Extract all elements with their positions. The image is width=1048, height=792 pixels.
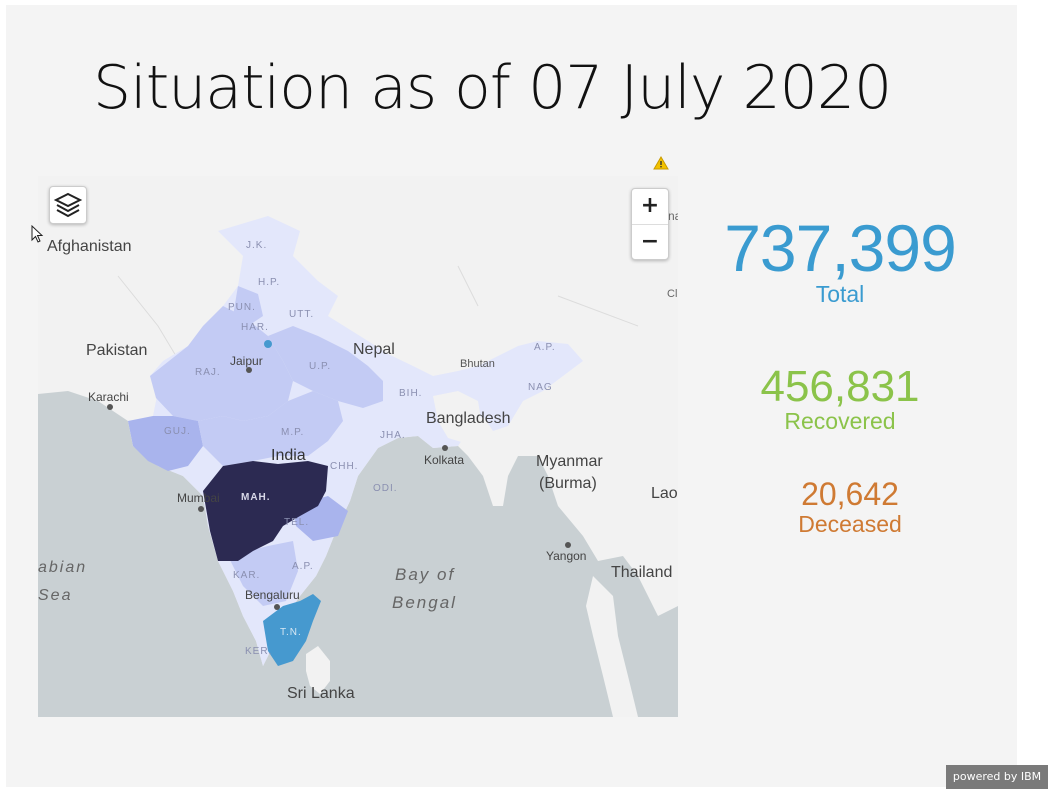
label-city: Yangon — [546, 549, 587, 563]
warning-icon — [653, 156, 669, 170]
label-country: na — [668, 209, 678, 223]
label-water: abian — [38, 559, 88, 576]
label-state: JHA. — [380, 430, 406, 441]
label-country: Bhutan — [460, 358, 495, 370]
label-country: Bangladesh — [426, 410, 511, 427]
land-sri-lanka — [306, 646, 330, 694]
label-state: KER. — [245, 646, 273, 657]
total-cases-label: Total — [815, 281, 865, 307]
powered-by-badge[interactable]: powered by IBM — [946, 765, 1048, 789]
land-bangladesh — [433, 391, 483, 444]
label-city: Mumbai — [177, 491, 220, 505]
label-state: CHH. — [330, 461, 359, 472]
label-state: M.P. — [281, 427, 305, 438]
deceased-label: Deceased — [798, 511, 902, 537]
label-state: RAJ. — [195, 367, 221, 378]
label-state: HAR. — [241, 322, 269, 333]
region-karnataka — [228, 541, 298, 606]
layers-icon — [53, 192, 83, 218]
map-canvas — [38, 176, 678, 717]
region-tamil-nadu — [263, 594, 321, 666]
deceased-value: 20,642 — [801, 476, 899, 512]
label-state: BIH. — [399, 388, 423, 399]
label-water: Bengal — [392, 593, 457, 612]
label-state: PUN. — [228, 302, 256, 313]
label-country: Pakistan — [86, 342, 148, 359]
label-country: Cl — [667, 288, 678, 300]
label-state: MAH. — [241, 492, 271, 503]
label-city: Jaipur — [230, 354, 263, 368]
page-margin — [1017, 0, 1048, 792]
region-madhya-pradesh — [198, 391, 343, 466]
slide-title: Situation as of 07 July 2020 — [93, 53, 892, 123]
label-country: Nepal — [353, 341, 395, 358]
label-state: ODI. — [373, 483, 398, 494]
label-state: NAG — [528, 382, 553, 393]
label-country: Lao — [651, 485, 678, 502]
region-rajasthan — [150, 306, 293, 421]
region-uttar-pradesh — [268, 326, 383, 408]
label-state: U.P. — [309, 361, 332, 372]
total-cases-value: 737,399 — [724, 211, 957, 285]
label-city: Karachi — [88, 390, 129, 404]
label-state: UTT. — [289, 309, 315, 320]
region-haryana — [233, 286, 263, 326]
recovered-value: 456,831 — [760, 362, 920, 411]
label-country: Myanmar — [536, 453, 603, 470]
label-water: Bay of — [395, 565, 456, 584]
recovered-label: Recovered — [784, 408, 896, 434]
cursor-icon — [31, 225, 44, 243]
label-state: A.P. — [292, 561, 314, 572]
label-city: Bengaluru — [245, 588, 300, 602]
region-maharashtra — [203, 461, 328, 561]
label-state: H.P. — [258, 277, 281, 288]
label-state: KAR. — [233, 570, 261, 581]
label-country: Afghanistan — [47, 238, 132, 255]
map-view[interactable]: Afghanistan Pakistan Nepal Bhutan Bangla… — [38, 176, 678, 717]
label-state: T.N. — [280, 627, 302, 638]
label-country: (Burma) — [539, 475, 597, 492]
label-water: Sea — [38, 587, 73, 604]
label-state: GUJ. — [164, 426, 191, 437]
region-gujarat — [128, 416, 203, 471]
label-state: J.K. — [246, 240, 268, 251]
label-country: India — [271, 447, 306, 464]
label-country: Sri Lanka — [287, 685, 355, 702]
zoom-control: + − — [631, 188, 669, 260]
label-country: Thailand — [611, 564, 673, 581]
label-state: A.P. — [534, 342, 556, 353]
land-peninsula — [586, 576, 638, 717]
layers-button[interactable] — [49, 186, 87, 224]
zoom-in-button[interactable]: + — [632, 189, 668, 225]
zoom-out-button[interactable]: − — [640, 229, 660, 254]
label-state: TEL. — [284, 517, 310, 528]
label-city: Kolkata — [424, 453, 465, 467]
